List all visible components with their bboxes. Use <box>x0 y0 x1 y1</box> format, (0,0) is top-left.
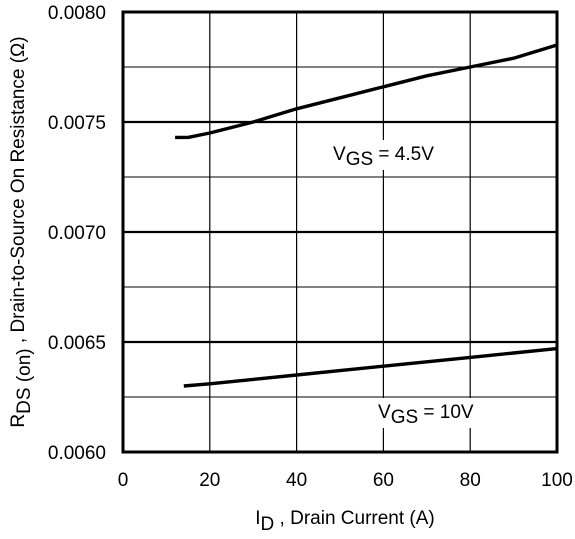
x-axis-title-base: I <box>255 508 260 529</box>
y-tick-label: 0.0060 <box>48 443 106 464</box>
y-tick-label: 0.0065 <box>48 333 106 354</box>
y-axis-title-rest: , Drain-to-Source On Resistance (Ω) <box>8 36 29 348</box>
x-axis-title-subscript: D <box>261 514 275 535</box>
series-line-2 <box>183 346 558 388</box>
y-tick-label: 0.0080 <box>48 3 106 24</box>
x-axis-ticks: 0 20 40 60 80 100 <box>118 470 573 491</box>
series-label-rest: = 10V <box>418 402 474 423</box>
y-tick-label: 0.0075 <box>48 113 106 134</box>
x-tick-label: 0 <box>118 470 129 491</box>
x-tick-label: 20 <box>199 470 220 491</box>
y-axis-title: RDS (on) , Drain-to-Source On Resistance… <box>8 36 35 427</box>
series-layer <box>175 43 558 388</box>
series-label-rest: = 4.5V <box>373 144 434 165</box>
x-tick-label: 100 <box>541 470 573 491</box>
y-axis-title-subscript: DS (on) <box>14 348 35 413</box>
y-tick-label: 0.0070 <box>48 223 106 244</box>
series-label-2: VGS = 10V <box>378 402 474 428</box>
series-label-base: V <box>378 402 391 423</box>
x-axis-title: ID , Drain Current (A) <box>255 508 435 535</box>
series-label-background <box>329 140 443 170</box>
x-tick-label: 80 <box>460 470 481 491</box>
series-line-1 <box>175 43 558 140</box>
y-axis-ticks: 0.0060 0.0065 0.0070 0.0075 0.0080 <box>48 3 106 464</box>
series-label-base: V <box>333 144 346 165</box>
series-label-1: VGS = 4.5V <box>333 144 434 170</box>
x-tick-label: 40 <box>286 470 307 491</box>
series-label-subscript: GS <box>346 149 373 170</box>
plot-area-frame <box>121 10 559 454</box>
series-label-background <box>374 398 488 428</box>
y-axis-title-base: R <box>8 414 29 428</box>
series-label-subscript: GS <box>391 407 418 428</box>
x-axis-title-rest: , Drain Current (A) <box>274 508 434 529</box>
x-tick-label: 60 <box>373 470 394 491</box>
